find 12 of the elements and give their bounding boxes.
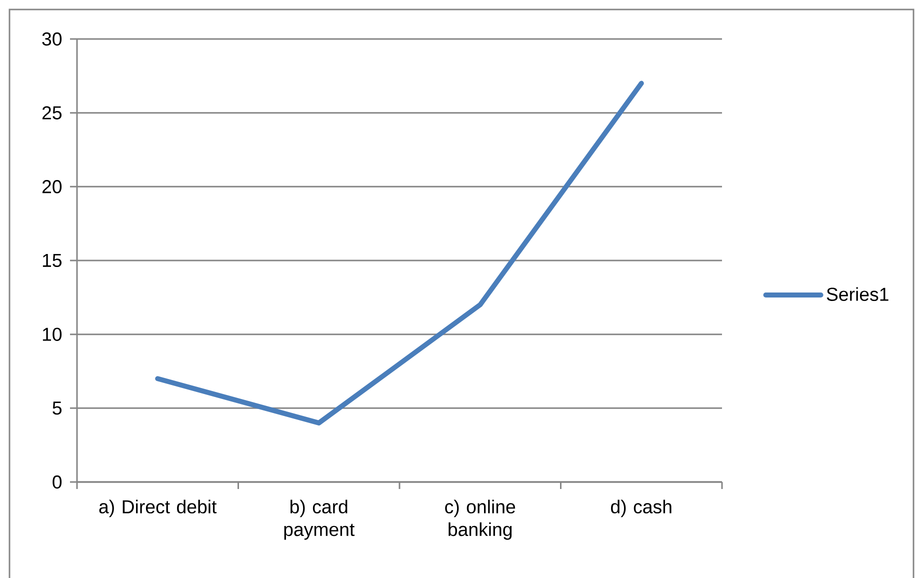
y-tick-label: 30 bbox=[42, 32, 62, 46]
y-tick-label: 25 bbox=[42, 106, 62, 120]
y-tick-label: 5 bbox=[52, 402, 62, 415]
x-tick-label: a) Direct debit bbox=[99, 500, 217, 518]
y-tick-label: 10 bbox=[42, 328, 62, 341]
legend-label: Series1 bbox=[826, 287, 888, 301]
y-tick-label: 20 bbox=[42, 180, 62, 194]
x-tick-label: d) cash bbox=[611, 500, 672, 518]
y-tick-label: 15 bbox=[42, 254, 62, 268]
x-tick-label: c) online banking bbox=[445, 500, 516, 540]
x-tick-label: b) card payment bbox=[284, 500, 355, 540]
y-tick-label: 0 bbox=[52, 475, 62, 489]
